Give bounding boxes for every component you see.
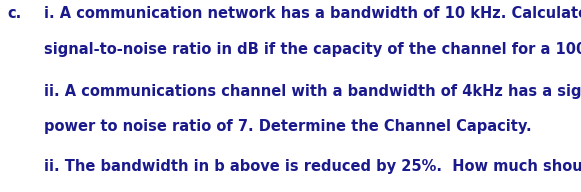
- Text: power to noise ratio of 7. Determine the Channel Capacity.: power to noise ratio of 7. Determine the…: [44, 119, 531, 134]
- Text: ii. A communications channel with a bandwidth of 4kHz has a signal: ii. A communications channel with a band…: [44, 84, 581, 99]
- Text: ii. The bandwidth in b above is reduced by 25%.  How much should the: ii. The bandwidth in b above is reduced …: [44, 159, 581, 174]
- Text: signal-to-noise ratio in dB if the capacity of the channel for a 100Kbps: signal-to-noise ratio in dB if the capac…: [44, 42, 581, 57]
- Text: c.: c.: [7, 6, 21, 21]
- Text: i. A communication network has a bandwidth of 10 kHz. Calculate the: i. A communication network has a bandwid…: [44, 6, 581, 21]
